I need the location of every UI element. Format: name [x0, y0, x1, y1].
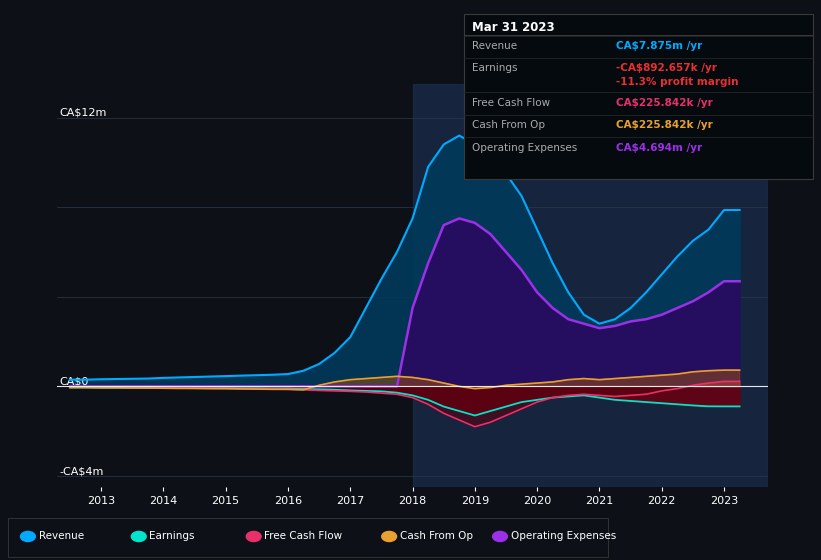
Text: Revenue: Revenue	[39, 531, 84, 542]
Text: Free Cash Flow: Free Cash Flow	[264, 531, 342, 542]
Text: -CA$4m: -CA$4m	[60, 466, 104, 476]
Text: Mar 31 2023: Mar 31 2023	[472, 21, 555, 34]
Text: Revenue: Revenue	[472, 41, 517, 51]
Text: Cash From Op: Cash From Op	[400, 531, 473, 542]
Text: -11.3% profit margin: -11.3% profit margin	[616, 77, 738, 87]
Text: Earnings: Earnings	[472, 63, 517, 73]
Text: Operating Expenses: Operating Expenses	[511, 531, 616, 542]
Text: Operating Expenses: Operating Expenses	[472, 143, 577, 153]
Text: CA$0: CA$0	[60, 376, 89, 386]
Text: Free Cash Flow: Free Cash Flow	[472, 98, 550, 108]
Text: CA$12m: CA$12m	[60, 108, 107, 118]
Text: Earnings: Earnings	[149, 531, 195, 542]
Text: CA$225.842k /yr: CA$225.842k /yr	[616, 98, 713, 108]
Text: Cash From Op: Cash From Op	[472, 120, 545, 130]
Bar	[413, 84, 768, 487]
Text: -CA$892.657k /yr: -CA$892.657k /yr	[616, 63, 717, 73]
Text: CA$4.694m /yr: CA$4.694m /yr	[616, 143, 702, 153]
Text: CA$7.875m /yr: CA$7.875m /yr	[616, 41, 702, 51]
Text: CA$225.842k /yr: CA$225.842k /yr	[616, 120, 713, 130]
